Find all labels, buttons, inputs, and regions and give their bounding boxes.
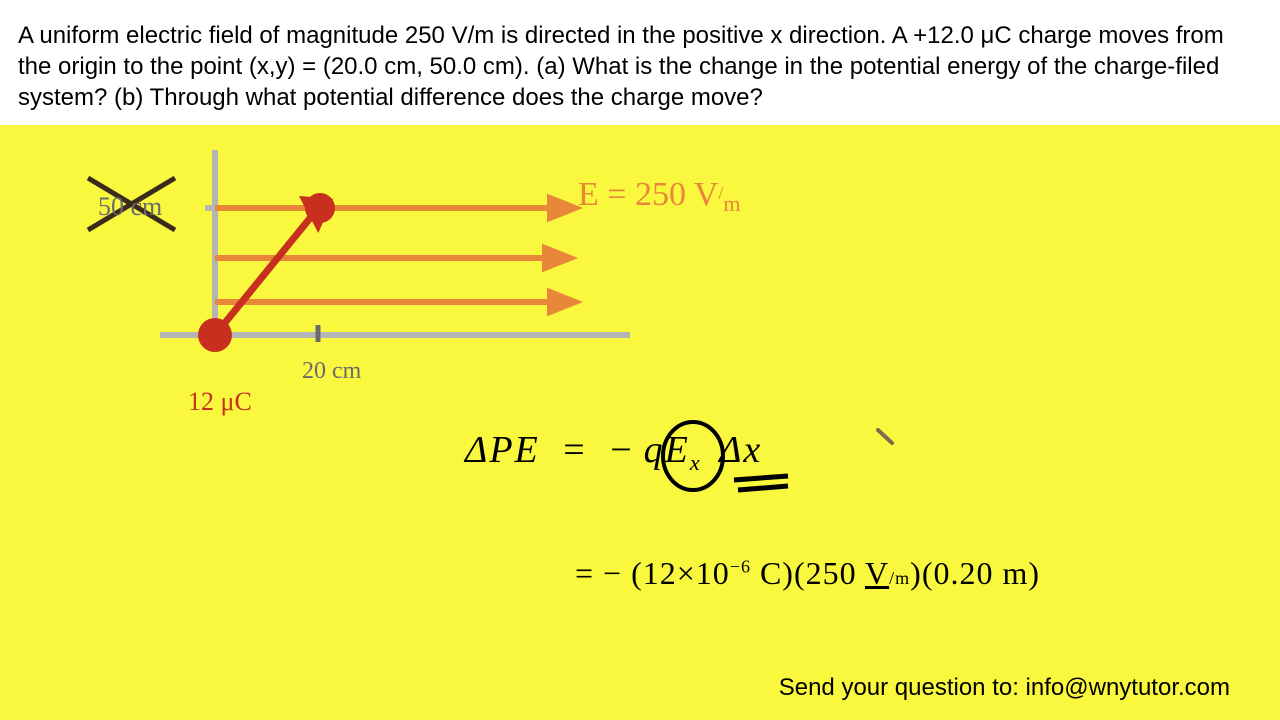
physics-diagram: 50 cm 20 cm 12 μC	[80, 150, 640, 430]
problem-statement: A uniform electric field of magnitude 25…	[18, 20, 1240, 114]
calculation-line: = − (12×10−6 C)(250 V/m)(0.20 m)	[575, 555, 1040, 592]
y-axis-label: 50 cm	[98, 192, 162, 221]
charge-label: 12 μC	[188, 387, 252, 416]
footer-text: Send your question to: info@wnytutor.com	[779, 674, 1230, 702]
pe-formula: ΔPE = −qEx Δx	[465, 428, 762, 472]
field-label: E = 250 V/m	[578, 176, 741, 214]
x-axis-tick-label: 20 cm	[302, 358, 362, 384]
